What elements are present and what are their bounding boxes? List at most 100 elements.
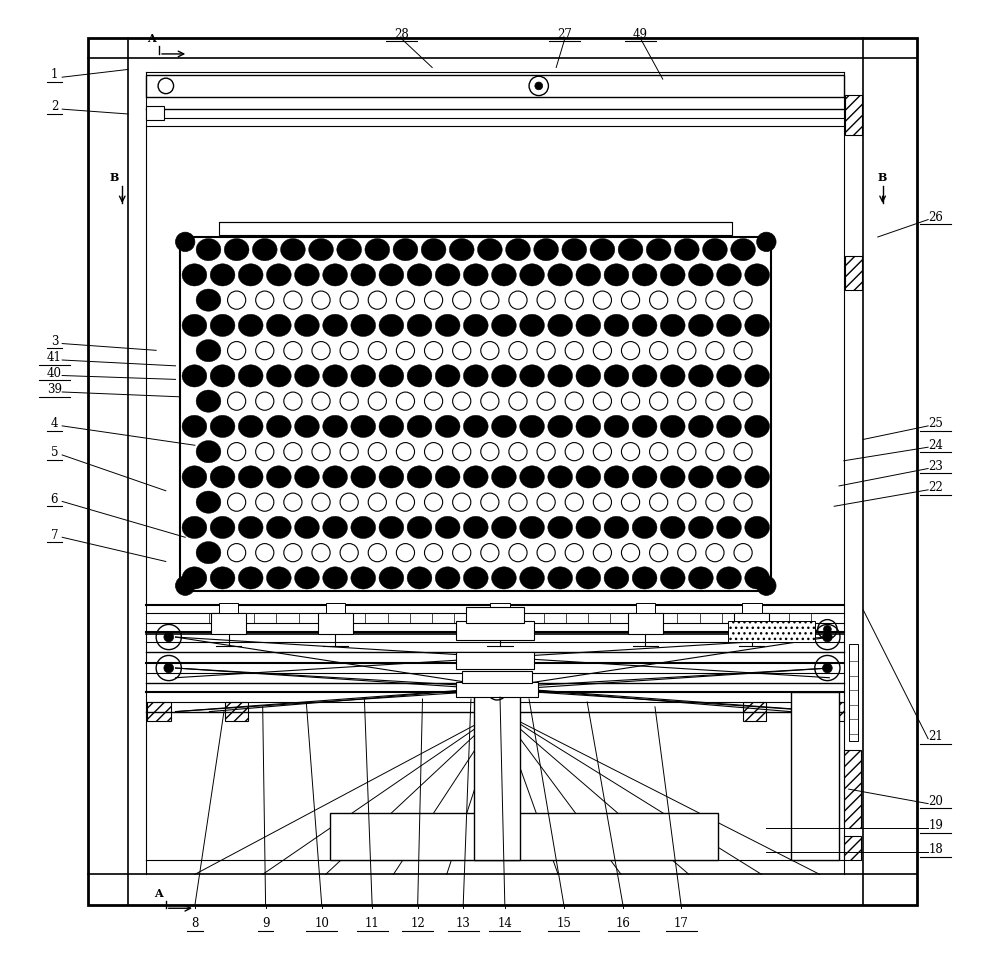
- Bar: [849, 644, 858, 741]
- Ellipse shape: [266, 416, 291, 438]
- Ellipse shape: [506, 239, 530, 262]
- Ellipse shape: [435, 466, 460, 488]
- Circle shape: [453, 392, 471, 411]
- Circle shape: [256, 392, 274, 411]
- Ellipse shape: [295, 567, 319, 589]
- Ellipse shape: [196, 542, 221, 564]
- Circle shape: [368, 292, 386, 310]
- Circle shape: [509, 292, 527, 310]
- Text: 20: 20: [928, 795, 943, 807]
- Circle shape: [565, 292, 583, 310]
- Ellipse shape: [688, 365, 713, 388]
- Circle shape: [734, 443, 752, 461]
- Bar: [211, 613, 246, 635]
- Ellipse shape: [210, 516, 235, 539]
- Circle shape: [650, 392, 668, 411]
- Ellipse shape: [717, 315, 741, 337]
- Circle shape: [706, 493, 724, 512]
- Ellipse shape: [407, 466, 432, 488]
- Ellipse shape: [266, 466, 291, 488]
- Ellipse shape: [562, 239, 587, 262]
- Ellipse shape: [646, 239, 671, 262]
- Circle shape: [678, 443, 696, 461]
- Ellipse shape: [238, 466, 263, 488]
- Ellipse shape: [632, 416, 657, 438]
- Ellipse shape: [182, 365, 207, 388]
- Ellipse shape: [674, 239, 699, 262]
- Circle shape: [368, 443, 386, 461]
- Circle shape: [396, 493, 415, 512]
- Text: 39: 39: [47, 383, 62, 396]
- Text: 19: 19: [928, 819, 943, 831]
- Text: 2: 2: [51, 101, 58, 113]
- Ellipse shape: [576, 265, 601, 287]
- Ellipse shape: [548, 265, 573, 287]
- Text: 21: 21: [928, 730, 943, 742]
- Ellipse shape: [492, 516, 516, 539]
- Ellipse shape: [295, 466, 319, 488]
- Bar: [474, 693, 520, 860]
- Ellipse shape: [309, 239, 333, 262]
- Ellipse shape: [295, 315, 319, 337]
- Circle shape: [481, 292, 499, 310]
- Circle shape: [593, 392, 611, 411]
- Ellipse shape: [210, 315, 235, 337]
- Ellipse shape: [717, 416, 741, 438]
- Ellipse shape: [323, 416, 347, 438]
- Circle shape: [565, 392, 583, 411]
- Bar: [326, 604, 345, 613]
- Ellipse shape: [520, 315, 544, 337]
- Bar: [742, 604, 762, 613]
- Ellipse shape: [477, 239, 502, 262]
- Text: 28: 28: [394, 28, 409, 41]
- Bar: [330, 814, 718, 860]
- Circle shape: [650, 292, 668, 310]
- Text: 14: 14: [497, 916, 512, 929]
- Circle shape: [312, 342, 330, 360]
- Text: 16: 16: [616, 916, 630, 929]
- Circle shape: [453, 544, 471, 562]
- Ellipse shape: [323, 466, 347, 488]
- Circle shape: [706, 544, 724, 562]
- Bar: [743, 703, 766, 722]
- Circle shape: [396, 443, 415, 461]
- Circle shape: [650, 493, 668, 512]
- Ellipse shape: [520, 365, 544, 388]
- Circle shape: [256, 342, 274, 360]
- Circle shape: [824, 626, 831, 634]
- Ellipse shape: [632, 466, 657, 488]
- Circle shape: [537, 544, 555, 562]
- Ellipse shape: [731, 239, 755, 262]
- Bar: [628, 613, 663, 635]
- Circle shape: [757, 577, 776, 596]
- Ellipse shape: [463, 466, 488, 488]
- Circle shape: [621, 342, 640, 360]
- Circle shape: [706, 292, 724, 310]
- Ellipse shape: [492, 365, 516, 388]
- Text: A: A: [154, 887, 162, 897]
- Circle shape: [396, 392, 415, 411]
- Circle shape: [396, 292, 415, 310]
- Circle shape: [368, 392, 386, 411]
- Circle shape: [228, 342, 246, 360]
- Circle shape: [678, 292, 696, 310]
- Circle shape: [340, 342, 358, 360]
- Ellipse shape: [548, 516, 573, 539]
- Circle shape: [256, 292, 274, 310]
- Ellipse shape: [295, 516, 319, 539]
- Ellipse shape: [449, 239, 474, 262]
- Ellipse shape: [435, 365, 460, 388]
- Ellipse shape: [632, 265, 657, 287]
- Bar: [821, 703, 844, 722]
- Bar: [845, 257, 862, 291]
- Ellipse shape: [379, 315, 404, 337]
- Circle shape: [509, 342, 527, 360]
- Ellipse shape: [520, 567, 544, 589]
- Text: 23: 23: [928, 459, 943, 472]
- Circle shape: [706, 392, 724, 411]
- Ellipse shape: [604, 516, 629, 539]
- Ellipse shape: [618, 239, 643, 262]
- Ellipse shape: [576, 466, 601, 488]
- Circle shape: [678, 342, 696, 360]
- Ellipse shape: [351, 466, 376, 488]
